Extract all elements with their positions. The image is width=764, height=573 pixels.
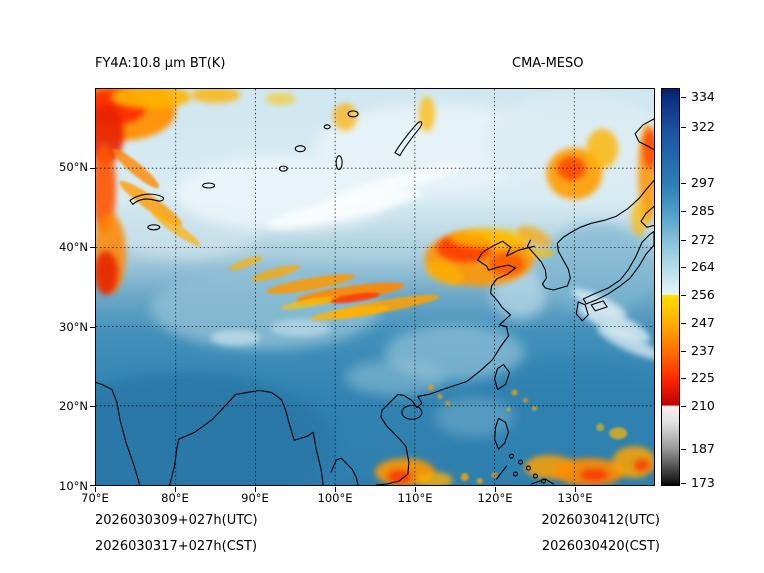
colorbar-tick-mark — [681, 183, 686, 184]
plot-title-left: FY4A:10.8 μm BT(K) — [95, 56, 226, 71]
colorbar-tick-label-237: 237 — [691, 343, 715, 358]
y-tick-mark — [90, 327, 95, 328]
colorbar-tick-mark — [681, 97, 686, 98]
forecast-time-utc: 2026030412(UTC) — [541, 513, 660, 528]
colorbar-tick-label-247: 247 — [691, 315, 715, 330]
cold-cloud-warm-color-patches — [96, 89, 654, 485]
colorbar-tick-label-173: 173 — [691, 475, 715, 490]
colorbar-tick-label-334: 334 — [691, 89, 715, 104]
colorbar — [661, 88, 680, 486]
colorbar-tick-mark — [681, 406, 686, 407]
colorbar-tick-label-322: 322 — [691, 119, 715, 134]
y-tick-label-40n: 40°N — [59, 240, 88, 254]
colorbar-tick-mark — [681, 267, 686, 268]
x-tick-label-110e: 110°E — [397, 491, 433, 505]
x-tick-mark — [175, 487, 176, 492]
satellite-bt-map — [96, 89, 654, 485]
y-tick-mark — [90, 406, 95, 407]
colorbar-tick-label-225: 225 — [691, 370, 715, 385]
y-tick-label-10n: 10°N — [59, 479, 88, 493]
x-tick-mark — [415, 487, 416, 492]
colorbar-tick-mark — [681, 323, 686, 324]
colorbar-tick-mark — [681, 483, 686, 484]
x-tick-label-100e: 100°E — [317, 491, 353, 505]
x-tick-label-70e: 70°E — [81, 491, 109, 505]
colorbar-tick-mark — [681, 449, 686, 450]
colorbar-tick-label-256: 256 — [691, 287, 715, 302]
y-tick-label-30n: 30°N — [59, 320, 88, 334]
x-tick-label-90e: 90°E — [241, 491, 269, 505]
colorbar-tick-label-210: 210 — [691, 398, 715, 413]
colorbar-tick-label-297: 297 — [691, 175, 715, 190]
x-tick-label-120e: 120°E — [477, 491, 513, 505]
colorbar-tick-mark — [681, 378, 686, 379]
coastlines — [96, 110, 654, 485]
valid-time-cst: 2026030317+027h(CST) — [95, 539, 258, 554]
x-tick-label-130e: 130°E — [557, 491, 593, 505]
colorbar-tick-label-285: 285 — [691, 203, 715, 218]
colorbar-tick-label-187: 187 — [691, 441, 715, 456]
colorbar-tick-mark — [681, 240, 686, 241]
y-tick-label-50n: 50°N — [59, 160, 88, 174]
x-tick-label-80e: 80°E — [161, 491, 189, 505]
colorbar-tick-mark — [681, 127, 686, 128]
x-tick-mark — [495, 487, 496, 492]
colorbar-tick-mark — [681, 295, 686, 296]
map-plot-area — [95, 88, 655, 486]
x-tick-mark — [255, 487, 256, 492]
x-tick-mark — [95, 487, 96, 492]
y-tick-label-20n: 20°N — [59, 399, 88, 413]
valid-time-utc: 2026030309+027h(UTC) — [95, 513, 258, 528]
x-tick-mark — [335, 487, 336, 492]
colorbar-tick-mark — [681, 211, 686, 212]
colorbar-tick-mark — [681, 351, 686, 352]
graticule-gridlines — [96, 89, 654, 485]
x-tick-mark — [575, 487, 576, 492]
y-tick-mark — [90, 168, 95, 169]
y-tick-mark — [90, 247, 95, 248]
forecast-time-cst: 2026030420(CST) — [541, 539, 660, 554]
colorbar-tick-label-264: 264 — [691, 259, 715, 274]
plot-title-right: CMA-MESO — [512, 56, 584, 71]
y-tick-mark — [90, 485, 95, 486]
colorbar-tick-label-272: 272 — [691, 232, 715, 247]
